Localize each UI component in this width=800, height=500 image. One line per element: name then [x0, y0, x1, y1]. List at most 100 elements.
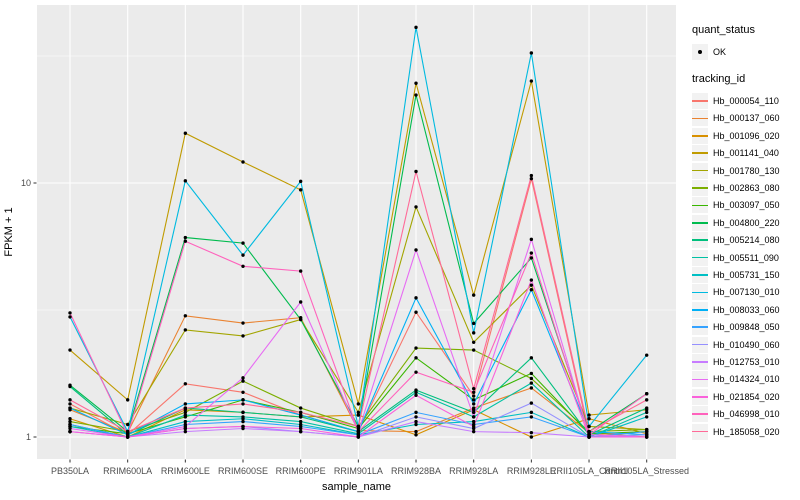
data-point	[241, 410, 245, 415]
data-point	[183, 410, 188, 415]
legend-item-label: Hb_001096_020	[713, 130, 780, 141]
y-tick-label: 1	[26, 432, 31, 442]
legend-key-ok	[692, 43, 708, 60]
data-point	[298, 419, 303, 424]
data-point	[645, 435, 649, 439]
data-point	[645, 398, 649, 402]
data-point	[414, 393, 418, 397]
legend-key-swatch	[692, 145, 708, 162]
data-point	[529, 371, 534, 376]
data-point	[529, 51, 534, 55]
data-point	[68, 384, 72, 389]
legend-key-swatch	[692, 388, 708, 405]
legend-tracking-items: Hb_000054_110 Hb_000137_060 Hb_001096_020 H…	[692, 92, 800, 440]
legend-gap	[692, 60, 800, 73]
legend-title-quant-status: quant_status	[692, 24, 755, 36]
x-tick-label: RRIM928BA	[391, 466, 441, 476]
data-point	[241, 419, 245, 424]
data-points	[68, 25, 649, 439]
data-point	[356, 435, 361, 439]
data-point	[471, 415, 476, 419]
data-point	[529, 356, 534, 360]
legend-key-swatch	[692, 180, 708, 197]
legend-key-swatch	[692, 319, 708, 336]
data-point	[645, 406, 649, 410]
legend-key-swatch	[692, 423, 708, 440]
data-point	[68, 398, 72, 402]
data-point	[183, 419, 188, 424]
data-point	[414, 356, 418, 360]
data-point	[356, 429, 361, 434]
legend-item-label: Hb_004800_220	[713, 217, 780, 228]
legend-item-label: Hb_000137_060	[713, 113, 780, 124]
x-tick-label: RRIM928LA	[449, 466, 498, 476]
line-swatch-icon	[692, 256, 708, 259]
data-point	[125, 433, 130, 437]
data-point	[471, 408, 476, 412]
data-point	[414, 419, 418, 424]
legend-item-Hb_008033_060: Hb_008033_060	[692, 301, 800, 318]
legend-key-swatch	[692, 127, 708, 144]
data-point	[241, 241, 245, 245]
legend-item-Hb_000054_110: Hb_000054_110	[692, 92, 800, 110]
data-point	[645, 410, 649, 415]
x-tick-label: RRIM600LE	[161, 466, 210, 476]
legend-item-label: Hb_005731_150	[713, 269, 780, 280]
legend-item-Hb_001780_130: Hb_001780_130	[692, 162, 800, 179]
data-point	[471, 398, 476, 402]
x-tick-label: RRIM600PE	[276, 466, 326, 476]
x-tick-label: PB350LA	[51, 466, 89, 476]
line-swatch-icon	[692, 117, 708, 120]
data-point	[414, 390, 418, 394]
line-swatch-icon	[692, 395, 708, 398]
legend-item-Hb_046998_010: Hb_046998_010	[692, 405, 800, 423]
legend-key-swatch	[692, 406, 708, 423]
line-swatch-icon	[692, 152, 708, 155]
data-point	[587, 429, 591, 434]
data-point	[183, 382, 188, 386]
data-point	[298, 426, 303, 431]
data-point	[471, 410, 476, 415]
data-point	[529, 251, 534, 255]
data-point	[183, 429, 188, 434]
legend-item-label: Hb_005214_080	[713, 235, 780, 246]
data-point	[414, 93, 418, 97]
data-point	[529, 430, 534, 435]
data-point	[68, 348, 72, 352]
legend-key-swatch	[692, 336, 708, 353]
legend-item-label: Hb_000054_110	[713, 96, 779, 107]
legend-item-label: Hb_014324_010	[713, 374, 780, 385]
legend-item-label: Hb_002863_080	[713, 183, 780, 194]
data-point	[414, 296, 418, 300]
data-point	[183, 328, 188, 332]
data-point	[68, 426, 72, 431]
data-point	[298, 406, 303, 410]
legend-item-label: Hb_046998_010	[713, 409, 780, 420]
data-point	[68, 417, 72, 421]
line-swatch-icon	[692, 274, 708, 276]
data-point	[414, 429, 418, 434]
data-point	[68, 429, 72, 434]
data-point	[183, 426, 188, 431]
data-point	[587, 417, 591, 421]
line-swatch-icon	[692, 169, 708, 172]
data-point	[356, 402, 361, 406]
legend-item-Hb_009848_050: Hb_009848_050	[692, 318, 800, 336]
data-point	[529, 415, 534, 419]
data-point	[183, 239, 188, 243]
legend-item-Hb_010490_060: Hb_010490_060	[692, 336, 800, 353]
legend-item-label: Hb_001780_130	[713, 165, 780, 176]
data-point	[241, 398, 245, 402]
data-point	[645, 353, 649, 357]
legend: quant_status OK tracking_id Hb_000054_11…	[692, 24, 800, 440]
legend-key-swatch	[692, 197, 708, 214]
data-point	[68, 419, 72, 424]
data-point	[68, 406, 72, 410]
data-point	[241, 417, 245, 421]
data-point	[356, 424, 361, 429]
data-point	[414, 346, 418, 350]
data-point	[125, 398, 130, 402]
data-point	[241, 424, 245, 429]
data-point	[587, 433, 591, 437]
